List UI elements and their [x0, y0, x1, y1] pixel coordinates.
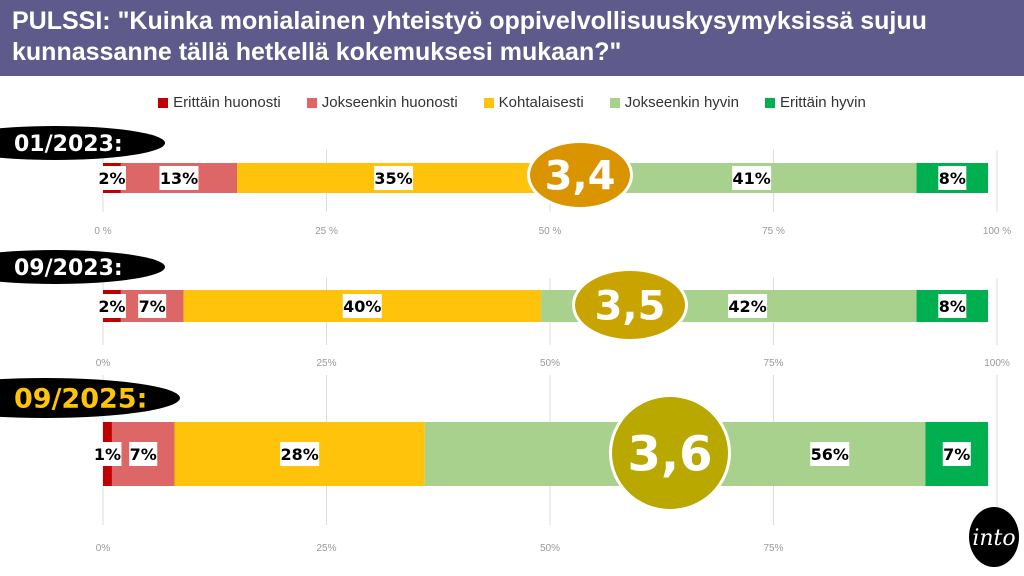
- data-label-bg: [280, 442, 320, 466]
- period-badge: [0, 250, 165, 284]
- data-label-bg: [938, 294, 967, 318]
- tick-label: 100 %: [983, 226, 1011, 237]
- legend-item: Erittäin hyvin: [764, 94, 866, 111]
- average-value: 3,4: [545, 153, 616, 199]
- legend-item: Jokseenkin huonosti: [306, 94, 458, 111]
- legend-swatch: [158, 97, 169, 108]
- tick-label: 25%: [316, 358, 336, 369]
- data-label: 8%: [939, 169, 966, 188]
- average-value: 3,6: [627, 426, 712, 482]
- period-badge: [0, 378, 180, 418]
- period-label: 01/2023:: [14, 132, 123, 157]
- legend-item: Erittäin huonosti: [158, 94, 281, 111]
- tick-label: 75%: [763, 543, 783, 554]
- data-label: 1%: [94, 445, 121, 464]
- legend-label: Erittäin huonosti: [173, 94, 281, 111]
- data-label-bg: [97, 166, 126, 190]
- legend-swatch: [609, 97, 620, 108]
- data-label: 28%: [281, 445, 319, 464]
- period-badge: [0, 126, 165, 160]
- legend-item: Kohtalaisesti: [483, 94, 584, 111]
- data-label: 42%: [728, 297, 766, 316]
- tick-label: 0%: [96, 358, 111, 369]
- legend-item: Jokseenkin hyvin: [609, 94, 739, 111]
- data-label-bg: [97, 294, 126, 318]
- data-label: 8%: [939, 297, 966, 316]
- legend-swatch: [483, 97, 494, 108]
- data-label-bg: [938, 166, 967, 190]
- data-label: 2%: [98, 297, 125, 316]
- tick-label: 50 %: [539, 226, 562, 237]
- data-label-bg: [732, 166, 772, 190]
- data-label: 35%: [374, 169, 412, 188]
- legend-label: Kohtalaisesti: [498, 94, 584, 111]
- period-label: 09/2023:: [14, 256, 123, 281]
- legend-label: Erittäin hyvin: [779, 94, 866, 111]
- legend-label: Jokseenkin huonosti: [321, 94, 458, 111]
- tick-label: 50%: [540, 358, 560, 369]
- average-value: 3,5: [595, 283, 666, 329]
- data-label-bg: [810, 442, 850, 466]
- data-label: 7%: [943, 445, 970, 464]
- data-label: 40%: [343, 297, 381, 316]
- data-label: 56%: [811, 445, 849, 464]
- data-label: 7%: [139, 297, 166, 316]
- legend-swatch: [764, 97, 775, 108]
- tick-label: 50%: [540, 543, 560, 554]
- tick-label: 0%: [96, 543, 111, 554]
- data-label: 7%: [130, 445, 157, 464]
- legend-label: Jokseenkin hyvin: [624, 94, 739, 111]
- average-badge: [530, 143, 630, 207]
- slide-title: PULSSI: "Kuinka monialainen yhteistyö op…: [0, 0, 1024, 76]
- legend-swatch: [306, 97, 317, 108]
- data-label-bg: [138, 294, 167, 318]
- data-label-bg: [93, 442, 122, 466]
- data-label: 2%: [98, 169, 125, 188]
- tick-label: 0 %: [94, 226, 111, 237]
- data-label: 41%: [732, 169, 770, 188]
- data-label-bg: [342, 294, 382, 318]
- average-badge: [575, 271, 685, 339]
- legend: Erittäin huonosti Jokseenkin huonosti Koht…: [0, 94, 1024, 111]
- tick-label: 25%: [316, 543, 336, 554]
- data-label-bg: [942, 442, 971, 466]
- average-badge: [612, 397, 728, 509]
- period-label: 09/2025:: [14, 384, 147, 415]
- data-label-bg: [129, 442, 158, 466]
- data-label-bg: [159, 166, 199, 190]
- data-label: 13%: [160, 169, 198, 188]
- tick-label: 100%: [984, 358, 1010, 369]
- into-logo: [969, 507, 1019, 567]
- tick-label: 25 %: [315, 226, 338, 237]
- into-logo-text: into: [972, 526, 1015, 551]
- tick-label: 75%: [763, 358, 783, 369]
- data-label-bg: [728, 294, 768, 318]
- tick-label: 75 %: [762, 226, 785, 237]
- data-label-bg: [374, 166, 414, 190]
